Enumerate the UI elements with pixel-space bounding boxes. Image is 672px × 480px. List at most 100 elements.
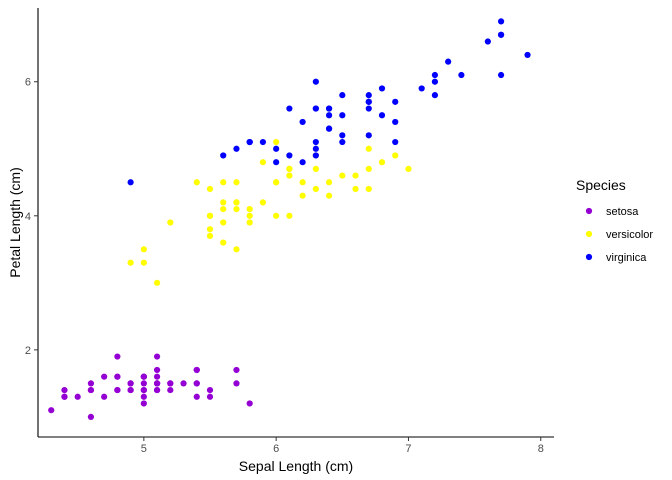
point-versicolor-31 — [206, 232, 214, 240]
point-versicolor-38 — [220, 205, 227, 213]
point-versicolor-11 — [259, 199, 267, 206]
point-setosa-7 — [140, 380, 147, 387]
point-setosa-3 — [87, 380, 95, 387]
point-virginica-46 — [312, 145, 319, 152]
point-versicolor-2 — [392, 152, 399, 159]
point-virginica-19 — [273, 145, 280, 152]
point-setosa-17 — [153, 386, 161, 394]
point-virginica-4 — [339, 92, 346, 99]
point-virginica-36 — [312, 105, 319, 112]
point-virginica-21 — [220, 152, 227, 159]
point-virginica-34 — [286, 105, 293, 112]
point-setosa-20 — [193, 366, 200, 374]
x-axis-title: Sepal Length (cm) — [239, 458, 353, 474]
point-versicolor-23 — [286, 165, 293, 172]
point-versicolor-39 — [206, 212, 214, 219]
point-versicolor-15 — [365, 185, 372, 193]
point-versicolor-48 — [153, 279, 161, 286]
point-versicolor-1 — [325, 179, 333, 186]
point-versicolor-7 — [127, 259, 134, 266]
point-virginica-12 — [378, 112, 386, 119]
point-virginica-29 — [431, 92, 439, 99]
point-setosa-16 — [193, 393, 200, 400]
point-virginica-23 — [312, 152, 319, 159]
legend-key-versicolor — [585, 230, 593, 238]
point-virginica-18 — [497, 18, 505, 25]
point-setosa-13 — [48, 407, 55, 414]
point-versicolor-44 — [220, 199, 227, 206]
ticks-layer: 5 6 7 8 2 4 6 — [25, 77, 544, 455]
x-tick-label-5: 5 — [141, 443, 147, 455]
point-virginica-13 — [233, 145, 240, 152]
point-setosa-46 — [153, 373, 161, 380]
legend-label-virginica: virginica — [606, 252, 647, 264]
point-versicolor-16 — [220, 179, 227, 186]
point-virginica-31 — [524, 51, 531, 59]
point-virginica-45 — [365, 132, 372, 139]
point-versicolor-4 — [339, 172, 346, 179]
point-virginica-10 — [339, 138, 346, 146]
points-layer — [48, 18, 531, 420]
point-setosa-34 — [127, 380, 134, 387]
point-virginica-42 — [246, 138, 253, 146]
point-setosa-33 — [206, 386, 214, 394]
point-virginica-40 — [365, 105, 372, 112]
point-setosa-49 — [140, 386, 147, 394]
legend-label-versicolor: versicolor — [606, 229, 653, 241]
point-versicolor-25 — [352, 185, 359, 193]
point-virginica-8 — [365, 92, 372, 99]
point-versicolor-36 — [365, 165, 372, 172]
point-virginica-2 — [418, 85, 425, 92]
point-virginica-43 — [378, 85, 386, 92]
point-virginica-16 — [339, 112, 346, 119]
x-tick-label-8: 8 — [538, 443, 544, 455]
point-virginica-27 — [286, 152, 293, 159]
point-versicolor-33 — [273, 138, 280, 146]
point-setosa-43 — [140, 373, 147, 380]
y-tick-label-2: 2 — [25, 345, 31, 357]
point-virginica-47 — [339, 132, 346, 139]
point-setosa-48 — [180, 380, 187, 387]
point-versicolor-30 — [206, 226, 214, 233]
point-virginica-22 — [497, 31, 505, 38]
point-versicolor-24 — [325, 192, 333, 199]
point-setosa-24 — [114, 353, 121, 360]
point-versicolor-46 — [233, 199, 240, 206]
legend-title: Species — [576, 177, 626, 193]
point-setosa-32 — [167, 380, 174, 387]
legend-label-setosa: setosa — [606, 206, 639, 218]
point-virginica-35 — [497, 71, 505, 79]
point-versicolor-5 — [233, 179, 240, 186]
y-axis-title: Petal Length (cm) — [7, 167, 23, 278]
point-versicolor-47 — [299, 192, 306, 199]
point-virginica-7 — [445, 58, 452, 65]
point-versicolor-6 — [312, 165, 319, 172]
point-versicolor-20 — [259, 159, 267, 166]
point-setosa-15 — [233, 380, 240, 387]
point-versicolor-19 — [220, 219, 227, 226]
x-tick-label-7: 7 — [405, 443, 411, 455]
point-setosa-2 — [101, 393, 108, 400]
point-versicolor-35 — [273, 179, 280, 186]
point-versicolor-49 — [233, 205, 240, 213]
point-virginica-15 — [325, 125, 333, 132]
point-versicolor-18 — [299, 179, 306, 186]
point-virginica-6 — [127, 179, 134, 186]
point-setosa-37 — [127, 386, 134, 394]
point-setosa-36 — [206, 393, 214, 400]
point-virginica-39 — [392, 118, 399, 126]
point-versicolor-21 — [286, 212, 293, 219]
point-versicolor-17 — [246, 205, 253, 213]
point-setosa-45 — [114, 386, 121, 394]
point-virginica-9 — [431, 71, 439, 79]
point-setosa-41 — [74, 393, 81, 400]
point-setosa-31 — [193, 380, 200, 387]
point-setosa-14 — [246, 400, 253, 407]
point-virginica-26 — [299, 159, 306, 166]
point-versicolor-26 — [378, 159, 386, 166]
point-setosa-22 — [87, 413, 95, 420]
x-tick-label-6: 6 — [273, 443, 279, 455]
point-virginica-33 — [312, 138, 319, 146]
point-versicolor-10 — [140, 246, 147, 253]
